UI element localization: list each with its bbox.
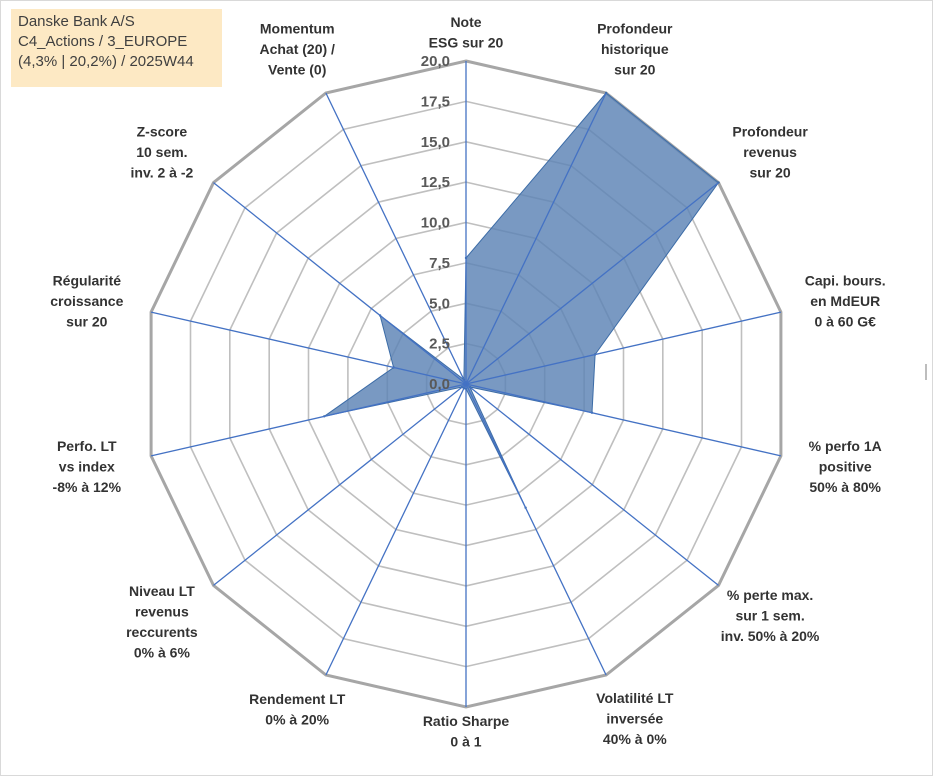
axis-label-line: Z-score xyxy=(137,124,188,140)
axis-label-line: 40% à 0% xyxy=(603,731,667,747)
axis-label-line: Régularité xyxy=(53,273,122,289)
tick-label: 2,5 xyxy=(429,336,450,353)
axis-label-line: Rendement LT xyxy=(249,691,346,707)
security-info-box: Danske Bank A/S C4_Actions / 3_EUROPE (4… xyxy=(11,9,222,87)
tick-label: 10,0 xyxy=(421,215,450,232)
axis-label-line: historique xyxy=(601,41,669,57)
axis-spoke xyxy=(465,92,607,385)
tick-label: 12,5 xyxy=(421,174,450,191)
axis-label-line: sur 20 xyxy=(749,165,790,181)
axis-spoke xyxy=(325,92,467,385)
axis-label-line: croissance xyxy=(50,293,123,309)
tick-label: 0,0 xyxy=(429,376,450,393)
radar-axes xyxy=(150,61,782,707)
axis-label-line: Niveau LT xyxy=(129,583,195,599)
axis-label-line: Capi. bours. xyxy=(805,273,886,289)
axis-label: Perfo. LT vs index -8% à 12% xyxy=(53,438,122,495)
axis-label-line: 50% à 80% xyxy=(809,479,881,495)
axis-label: Momentum Achat (20) / Vente (0) xyxy=(259,20,335,77)
tick-label: 17,5 xyxy=(421,93,450,110)
axis-label-line: Perfo. LT xyxy=(57,438,117,454)
tick-label: 5,0 xyxy=(429,295,450,312)
tick-label: 15,0 xyxy=(421,134,450,151)
axis-label-line: 0% à 20% xyxy=(265,712,329,728)
scrollbar-thumb[interactable] xyxy=(925,364,927,380)
axis-label: Profondeur revenus sur 20 xyxy=(732,124,808,181)
score-week-label: (4,3% | 20,2%) / 2025W44 xyxy=(18,53,194,70)
axis-label-line: Ratio Sharpe xyxy=(423,713,510,729)
axis-label-line: inv. 2 à -2 xyxy=(131,165,194,181)
axis-label-line: 10 sem. xyxy=(136,144,187,160)
axis-label-line: % perte max. xyxy=(727,587,813,603)
axis-label-line: Achat (20) / xyxy=(259,41,335,57)
category-label: C4_Actions / 3_EUROPE xyxy=(18,33,188,50)
axis-spoke xyxy=(465,383,719,586)
axis-label-line: Profondeur xyxy=(732,124,808,140)
axis-spoke xyxy=(465,383,607,676)
axis-spoke xyxy=(150,311,467,385)
axis-label-line: revenus xyxy=(743,144,797,160)
axis-spoke xyxy=(465,311,782,385)
axis-label-line: revenus xyxy=(135,604,189,620)
axis-label: Régularité croissance sur 20 xyxy=(50,273,123,330)
axis-label-line: inv. 50% à 20% xyxy=(721,628,820,644)
axis-label-line: vs index xyxy=(59,459,115,475)
axis-label: Volatilité LT inversée 40% à 0% xyxy=(596,690,674,747)
axis-label-line: sur 20 xyxy=(66,314,107,330)
axis-label-line: 0% à 6% xyxy=(134,645,191,661)
axis-label-line: 0 à 60 G€ xyxy=(814,314,876,330)
axis-label: Profondeur historique sur 20 xyxy=(597,20,673,77)
axis-spoke xyxy=(213,383,467,586)
tick-label: 20,0 xyxy=(421,53,450,70)
axis-label-line: inversée xyxy=(606,711,663,727)
axis-label-line: Vente (0) xyxy=(268,61,326,77)
axis-label-line: ESG sur 20 xyxy=(429,35,504,51)
company-name: Danske Bank A/S xyxy=(18,13,135,30)
axis-spoke xyxy=(150,383,467,457)
axis-label-line: % perfo 1A xyxy=(809,438,882,454)
axis-label-line: sur 1 sem. xyxy=(735,608,804,624)
radar-axis-labels: Note ESG sur 20 Profondeur historique sur 20… xyxy=(50,14,885,750)
axis-spoke xyxy=(465,182,719,385)
axis-label-line: reccurents xyxy=(126,624,198,640)
axis-label: % perte max. sur 1 sem. inv. 50% à 20% xyxy=(721,587,820,644)
axis-label-line: Note xyxy=(450,14,481,30)
axis-label: Note ESG sur 20 xyxy=(429,14,504,51)
axis-label-line: Volatilité LT xyxy=(596,690,674,706)
axis-spoke xyxy=(213,182,467,385)
axis-label: Ratio Sharpe 0 à 1 xyxy=(423,713,510,750)
axis-label-line: 0 à 1 xyxy=(450,734,481,750)
radar-tick-labels: 0,0 2,5 5,0 7,5 10,0 12,5 15,0 17,5 20,0 xyxy=(421,53,450,393)
tick-label: 7,5 xyxy=(429,255,450,272)
axis-label: % perfo 1A positive 50% à 80% xyxy=(809,438,882,495)
axis-label: Capi. bours. en MdEUR 0 à 60 G€ xyxy=(805,273,886,330)
axis-label-line: -8% à 12% xyxy=(53,479,122,495)
axis-spoke xyxy=(465,383,782,457)
axis-spoke xyxy=(325,383,467,676)
axis-label: Rendement LT 0% à 20% xyxy=(249,691,346,728)
axis-label-line: Momentum xyxy=(260,20,335,36)
axis-label-line: positive xyxy=(819,459,872,475)
axis-label-line: Profondeur xyxy=(597,20,673,36)
axis-label-line: en MdEUR xyxy=(810,293,880,309)
axis-label: Niveau LT revenus reccurents 0% à 6% xyxy=(126,583,198,661)
axis-label-line: sur 20 xyxy=(614,61,655,77)
axis-label: Z-score 10 sem. inv. 2 à -2 xyxy=(131,124,194,181)
